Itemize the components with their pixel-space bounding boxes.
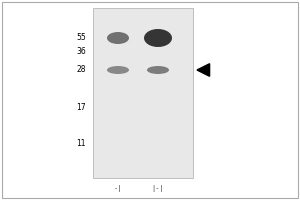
Text: |-|: |-| [152,185,164,192]
Text: 36: 36 [76,47,86,56]
Text: 17: 17 [76,102,86,112]
Text: 28: 28 [76,66,86,74]
Ellipse shape [107,32,129,44]
Polygon shape [197,64,210,76]
Text: 11: 11 [76,138,86,148]
Bar [93,8,193,178]
Ellipse shape [147,66,169,74]
Ellipse shape [144,29,172,47]
Ellipse shape [107,66,129,74]
Text: 55: 55 [76,33,86,43]
Text: -|: -| [114,185,122,192]
